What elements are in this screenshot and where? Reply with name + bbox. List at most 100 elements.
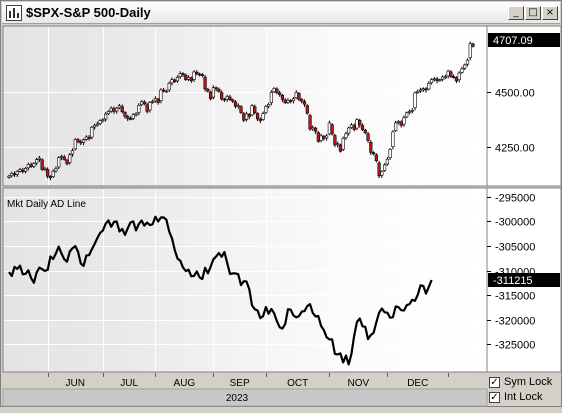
month-label-nov: NOV bbox=[348, 378, 370, 389]
minimize-button[interactable]: _ bbox=[508, 6, 524, 20]
sym-lock-checkbox[interactable]: ✓ Sym Lock bbox=[488, 376, 562, 390]
candle bbox=[170, 79, 174, 84]
candle bbox=[300, 99, 304, 102]
chart-area[interactable]: JUN JUL AUG SEP OCT NOV DEC 4500.00 4250.00 -2950… bbox=[1, 24, 562, 408]
candle bbox=[128, 118, 133, 120]
candle bbox=[93, 125, 97, 128]
candle bbox=[37, 157, 41, 160]
candle bbox=[90, 127, 94, 138]
candle bbox=[322, 135, 326, 139]
int-lock-check-icon: ✓ bbox=[489, 392, 500, 403]
candle bbox=[35, 159, 39, 164]
candle bbox=[316, 132, 320, 142]
candle bbox=[192, 71, 196, 80]
candle bbox=[297, 93, 301, 100]
candle bbox=[352, 125, 356, 130]
candle bbox=[369, 141, 373, 153]
candle bbox=[145, 104, 149, 112]
price-axis-panel bbox=[486, 25, 562, 187]
candle bbox=[233, 101, 238, 107]
candle bbox=[460, 68, 464, 73]
candle bbox=[175, 76, 180, 82]
close-button[interactable]: × bbox=[542, 6, 558, 20]
candle bbox=[225, 96, 229, 100]
candle bbox=[399, 121, 403, 126]
candle bbox=[325, 135, 329, 139]
year-axis bbox=[2, 388, 488, 407]
candle bbox=[21, 169, 25, 172]
candle bbox=[98, 120, 102, 124]
candle bbox=[239, 106, 243, 113]
candle bbox=[112, 108, 116, 112]
maximize-button[interactable]: □ bbox=[525, 6, 541, 20]
month-label-oct: OCT bbox=[287, 378, 308, 389]
candle bbox=[336, 143, 340, 146]
candle bbox=[410, 110, 414, 112]
candle bbox=[261, 113, 265, 120]
candle bbox=[452, 76, 456, 78]
month-label-jun: JUN bbox=[66, 378, 85, 389]
candle bbox=[244, 113, 249, 120]
candle bbox=[228, 96, 232, 100]
candle bbox=[250, 105, 254, 116]
candle bbox=[291, 98, 296, 102]
candle bbox=[366, 133, 370, 141]
candle bbox=[446, 70, 450, 77]
candle bbox=[388, 148, 392, 158]
price-last-value: 4707.09 bbox=[493, 35, 533, 47]
candle bbox=[463, 64, 467, 69]
candle bbox=[435, 78, 439, 82]
candle bbox=[211, 87, 215, 98]
chart-canvas[interactable]: JUN JUL AUG SEP OCT NOV DEC 4500.00 4250.00 -2950… bbox=[1, 24, 562, 408]
candle bbox=[255, 113, 260, 120]
candle bbox=[209, 92, 213, 100]
ad-last-value: -311215 bbox=[493, 275, 533, 287]
candle bbox=[374, 154, 378, 162]
candle bbox=[151, 101, 155, 103]
candle bbox=[338, 144, 343, 152]
candle bbox=[311, 127, 315, 130]
month-label-sep: SEP bbox=[230, 378, 250, 389]
candle bbox=[57, 157, 61, 168]
ad-axis-label: -300000 bbox=[495, 217, 535, 229]
candle bbox=[308, 115, 312, 130]
candle bbox=[267, 104, 271, 107]
title-bar[interactable]: $SPX-S&P 500-Daily _ □ × bbox=[2, 2, 560, 24]
candle bbox=[424, 88, 428, 91]
candle bbox=[178, 73, 182, 77]
candle bbox=[330, 124, 334, 135]
candle bbox=[197, 73, 202, 76]
candle bbox=[15, 171, 19, 175]
int-lock-checkbox[interactable]: ✓ Int Lock bbox=[488, 391, 562, 405]
ad-axis-label: -320000 bbox=[495, 316, 535, 328]
candle bbox=[258, 118, 262, 121]
candle bbox=[164, 90, 169, 93]
candle bbox=[18, 169, 22, 172]
candle bbox=[184, 74, 188, 80]
candle bbox=[139, 101, 144, 106]
candle bbox=[142, 101, 146, 104]
candle bbox=[81, 139, 86, 143]
sym-lock-check-icon: ✓ bbox=[489, 377, 500, 388]
candle bbox=[377, 162, 381, 177]
candle bbox=[443, 76, 447, 79]
candle bbox=[200, 74, 204, 76]
candle bbox=[173, 79, 177, 82]
candle bbox=[313, 127, 318, 132]
candle bbox=[380, 171, 384, 176]
candle bbox=[220, 92, 224, 100]
candle bbox=[70, 150, 75, 155]
candle bbox=[405, 112, 409, 118]
candle bbox=[396, 121, 401, 123]
candle bbox=[294, 92, 298, 99]
candle bbox=[46, 169, 50, 177]
year-label: 2023 bbox=[226, 393, 249, 404]
candle bbox=[7, 175, 11, 178]
candle bbox=[181, 73, 185, 75]
candle bbox=[454, 77, 459, 82]
candle bbox=[371, 152, 376, 155]
candle bbox=[347, 127, 351, 134]
ad-axis-label: -295000 bbox=[495, 193, 535, 205]
ad-axis-label: -305000 bbox=[495, 242, 535, 254]
candle bbox=[278, 92, 282, 95]
